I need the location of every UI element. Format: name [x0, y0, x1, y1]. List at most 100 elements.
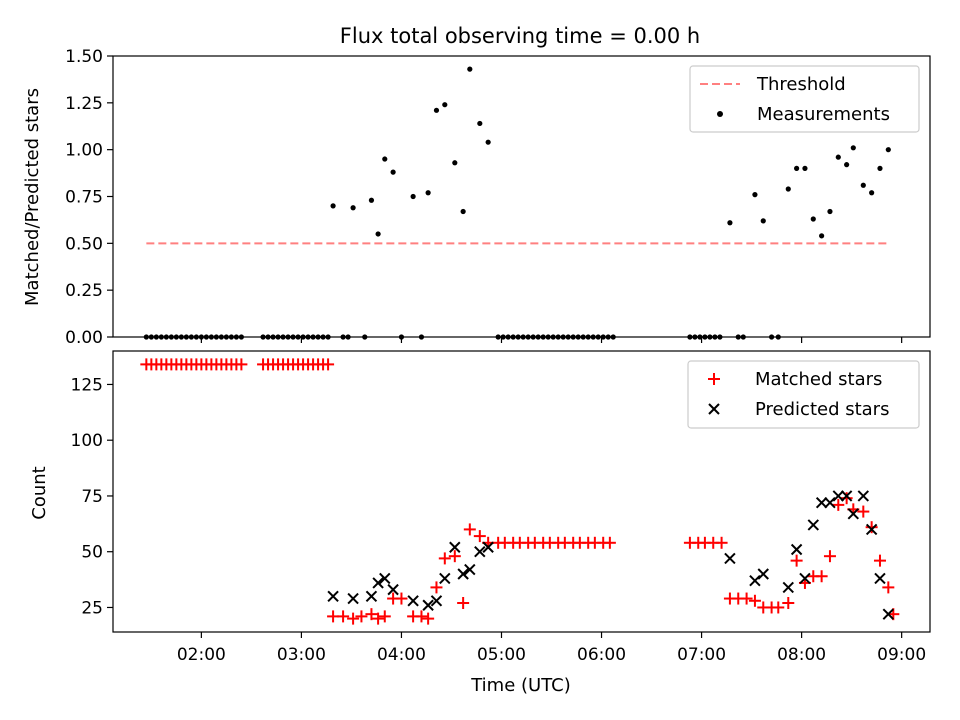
predicted-stars-point	[847, 508, 860, 520]
predicted-stars-point	[387, 583, 399, 596]
predicted-stars-point	[790, 543, 803, 556]
count-y-axis-label: Count	[29, 466, 50, 519]
x-tick-label: 06:00	[577, 645, 626, 665]
x-tick-label: 05:00	[477, 645, 526, 665]
matched-stars-point	[235, 358, 248, 371]
measurement-point	[410, 193, 416, 200]
matched-stars-point	[748, 594, 761, 607]
predicted-stars-point	[449, 541, 461, 553]
measurement-point	[375, 231, 381, 237]
predicted-stars-point	[457, 568, 469, 580]
predicted-stars-point	[422, 599, 434, 611]
matched-stars-point	[832, 498, 845, 511]
matched-stars-point	[378, 610, 391, 623]
measurement-point	[460, 208, 466, 215]
measurement-point	[467, 66, 473, 72]
y-tick-label: 25	[81, 598, 103, 618]
predicted-stars-point	[832, 490, 845, 502]
matched-stars-point	[372, 612, 385, 625]
matched-stars-point	[448, 550, 461, 563]
x-tick-label: 09:00	[877, 645, 926, 665]
x-tick-label: 03:00	[277, 645, 326, 665]
measurement-point	[844, 162, 850, 168]
predicted-legend-marker	[708, 403, 720, 415]
measurement-point	[850, 145, 856, 151]
y-tick-label: 0.75	[65, 188, 103, 208]
measurement-point	[819, 233, 825, 239]
predicted-stars-point	[464, 563, 476, 576]
y-tick-label: 50	[81, 543, 103, 563]
ratio-plot-frame	[112, 55, 931, 338]
predicted-stars-point	[874, 572, 886, 585]
predicted-stars-point	[749, 574, 761, 587]
y-tick-label: 0.50	[65, 234, 103, 254]
predicted-stars-point	[840, 490, 853, 502]
y-tick-label: 125	[71, 375, 103, 395]
ratio-y-axis-label: Matched/Predicted stars	[22, 88, 43, 306]
measurement-point	[810, 216, 816, 222]
matched-legend-marker	[708, 373, 720, 385]
measurement-point	[382, 156, 388, 162]
measurement-point	[877, 165, 883, 171]
y-tick-label: 0.00	[65, 328, 103, 348]
predicted-stars-point	[474, 546, 486, 558]
matched-stars-point	[882, 581, 895, 594]
matched-stars-point	[823, 550, 836, 563]
matched-stars-point	[457, 597, 470, 610]
measurement-point	[452, 160, 458, 166]
measurement-point	[368, 197, 375, 203]
measurements-legend-label: Measurements	[757, 104, 890, 125]
matched-stars-point	[473, 530, 486, 543]
measurement-point	[485, 139, 491, 145]
x-tick-label: 07:00	[677, 645, 726, 665]
matched-stars-point	[857, 505, 870, 518]
count-panel: 25 50 75 100 125 02:00 03:00 04:00 05:00 06:00 07:…	[71, 350, 931, 665]
measurement-point	[802, 165, 808, 171]
matched-stars-point	[463, 523, 476, 536]
measurement-point	[433, 107, 440, 113]
x-axis-label: Time (UTC)	[470, 675, 571, 696]
measurement-point	[860, 182, 866, 188]
matched-stars-point	[715, 536, 728, 549]
measurement-point	[885, 147, 891, 153]
matched-stars-point	[772, 601, 785, 614]
y-tick-label: 75	[81, 487, 103, 507]
predicted-stars-point	[327, 590, 339, 603]
predicted-stars-point	[430, 595, 443, 607]
predicted-stars-point	[824, 496, 836, 509]
measurement-point	[442, 102, 448, 108]
predicted-stars-point	[365, 590, 378, 603]
predicted-stars-point	[724, 552, 736, 565]
matched-stars-point	[337, 610, 350, 623]
matched-stars-point	[865, 521, 878, 534]
y-tick-label: 1.00	[65, 141, 103, 161]
matched-stars-point	[840, 492, 853, 505]
predicted-stars-point	[482, 541, 494, 553]
matched-stars-point	[395, 592, 408, 605]
matched-legend-label: Matched stars	[755, 369, 882, 390]
measurement-point	[827, 208, 833, 215]
matched-stars-point	[438, 552, 451, 565]
predicted-stars-point	[857, 490, 870, 502]
predicted-stars-point	[865, 523, 878, 536]
x-tick-label: 04:00	[377, 645, 426, 665]
threshold-legend-label: Threshold	[756, 74, 846, 95]
measurement-point	[477, 120, 483, 127]
predicted-stars-point	[439, 572, 451, 585]
x-tick-label: 08:00	[777, 645, 826, 665]
predicted-stars-point	[757, 568, 769, 580]
matched-stars-point	[415, 610, 428, 623]
y-tick-label: 1.25	[65, 94, 103, 114]
measurement-point	[330, 203, 336, 209]
measurement-point	[760, 218, 766, 224]
matched-stars-point	[422, 612, 435, 625]
matched-stars-point	[740, 592, 753, 605]
matched-stars-point	[327, 610, 340, 623]
matched-stars-point	[873, 554, 886, 567]
measurement-point	[835, 154, 841, 160]
figure-title: Flux total observing time = 0.00 h	[340, 24, 700, 48]
predicted-stars-point	[347, 592, 359, 605]
ratio-panel: 0.00 0.25 0.50 0.75 1.00 1.25 1.50	[65, 47, 931, 348]
count-plot-frame	[112, 350, 931, 633]
predicted-legend-label: Predicted stars	[755, 399, 889, 420]
